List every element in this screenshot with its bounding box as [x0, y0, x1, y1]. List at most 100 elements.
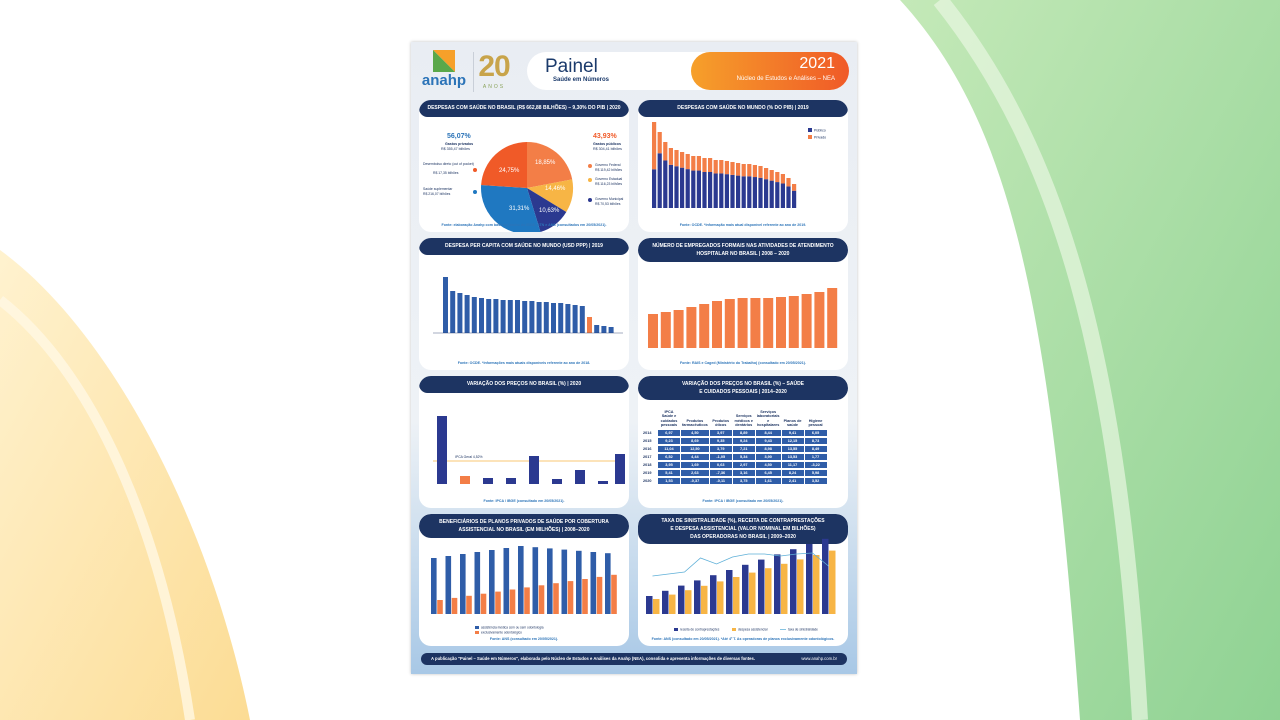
bar-private [747, 164, 752, 177]
panel-source: Fonte: OCDE. *Informações mais atuais di… [457, 361, 591, 365]
bar-private [713, 160, 718, 174]
bar-receita [806, 544, 813, 614]
bar-employees [776, 297, 786, 348]
bars [437, 416, 625, 484]
bar-medica [503, 548, 510, 614]
bar-odonto [480, 593, 487, 614]
header-banner: Painel Saúde em Números 2021 Núcleo de E… [527, 52, 849, 90]
bar-per-capita [579, 306, 585, 333]
table-year: 2015 [643, 438, 652, 443]
svg-text:14,46%: 14,46% [545, 186, 566, 192]
bar-odonto [611, 574, 617, 614]
bar-private [652, 122, 657, 170]
bar-despesa [669, 594, 676, 614]
bar-medica [590, 552, 597, 614]
private-value: R$ 355,47 bilhões [441, 147, 470, 151]
bar-odonto [451, 597, 458, 614]
bar-employees [724, 299, 735, 348]
table-cell: 3,95 [658, 461, 680, 468]
table-cell: 12,50 [681, 445, 709, 452]
panel-title: DESPESAS COM SAÚDE NO BRASIL (R$ 662,88 … [419, 100, 629, 117]
legend-suplementar-value: R$ 216,07 bilhões [423, 192, 451, 196]
public-pct: 43,93% [593, 133, 618, 140]
table-row: 2018 3,95 1,69 0,63 2,97 4,50 11,17 -3,22 [643, 461, 827, 468]
bar-employees [699, 304, 710, 348]
table-header: Produtos óticos [712, 418, 730, 428]
bar-odonto [596, 576, 603, 614]
table-cell: 3,52 [804, 477, 827, 484]
panel-beneficiarios: BENEFICIÁRIOS DE PLANOS PRIVADOS DE SAÚD… [419, 514, 629, 646]
bar-employees [737, 298, 748, 348]
bar-private [769, 170, 774, 181]
table-cell: 3,90 [755, 453, 781, 460]
table-cell: 4,50 [681, 429, 709, 436]
bar-price-variation [552, 479, 562, 484]
table-year: 2020 [643, 478, 652, 483]
footer-bar: A publicação "Painel – Saúde em Números"… [421, 653, 847, 665]
bar-price-variation [598, 481, 608, 484]
table-cell: 1,53 [658, 477, 680, 484]
table-cell: 9,35 [709, 437, 732, 444]
legend-municipal-label: Governo Municipal [595, 197, 624, 201]
table-cell: 2,41 [781, 477, 804, 484]
bar-despesa [733, 577, 740, 614]
bar-public [652, 169, 657, 208]
table-cell: 13,55 [781, 445, 804, 452]
legend-odonto: exclusivamente odontológico [481, 631, 522, 635]
panel-despesas-brasil: DESPESAS COM SAÚDE NO BRASIL (R$ 662,88 … [419, 100, 629, 232]
table-cell: 6,05 [804, 429, 827, 436]
bar-receita [678, 585, 685, 614]
legend-municipal-swatch [588, 198, 592, 202]
table-cell: 8,89 [732, 429, 755, 436]
logo-text: anahp [421, 72, 467, 89]
bar-public [775, 182, 780, 208]
bar-per-capita [565, 304, 571, 333]
bar-despesa [797, 559, 804, 614]
table-cell: -7,36 [709, 469, 732, 476]
bar-per-capita [450, 291, 456, 333]
table-cell: 13,53 [781, 453, 804, 460]
table-header: Serviços médicos e dentários [734, 414, 754, 428]
panel-source: Fonte: IPCA / IBGE (consultado em 20/05/… [702, 499, 784, 503]
legend-federal-label: Governo Federal [595, 163, 621, 167]
table-row: 2019 5,41 2,63 -7,36 3,16 6,45 8,24 5,98 [643, 469, 827, 476]
bars [646, 538, 836, 614]
table-cell: 9,41 [781, 429, 804, 436]
bar-receita [662, 590, 669, 614]
bar-price-variation [506, 478, 516, 484]
footer-url[interactable]: www.anahp.com.br [801, 656, 837, 661]
bar-medica [431, 558, 437, 614]
bar-medica [474, 552, 481, 614]
bar-despesa [829, 550, 836, 614]
table-cell: 8,98 [755, 445, 781, 452]
table-cell: 2,97 [732, 461, 755, 468]
bar-private [691, 156, 696, 171]
legend-oop-swatch [473, 168, 477, 172]
bar-odonto [509, 589, 516, 614]
bar-private [685, 154, 690, 170]
bar-public [792, 190, 797, 208]
legend-oop-value: R$ 17,35 bilhões [433, 171, 459, 175]
bar-employees [686, 307, 697, 348]
table-cell: 7,21 [732, 445, 755, 452]
table-cell: 3,75 [732, 477, 755, 484]
bar-employees [827, 288, 838, 348]
table-row: 2017 6,52 4,44 -1,05 5,34 3,90 13,53 1,77 [643, 453, 827, 460]
panel-title: NÚMERO DE EMPREGADOS FORMAIS NAS ATIVIDA… [638, 238, 848, 262]
bar-odonto [567, 581, 574, 614]
bar-odonto [538, 585, 545, 614]
panel-tabela-saude: VARIAÇÃO DOS PREÇOS NO BRASIL (%) – SAÚD… [638, 376, 848, 508]
bar-per-capita [457, 293, 463, 333]
panel-source: Fonte: OCDE. *Informação mais atual disp… [679, 223, 807, 227]
bar-private [657, 132, 662, 154]
bar-employees [673, 310, 684, 348]
legend-estadual-label: Governo Estadual [595, 177, 622, 181]
panel-source: Fonte: IPCA / IBGE (consultado em 20/05/… [483, 499, 565, 503]
svg-text:10,63%: 10,63% [539, 208, 560, 214]
slice-oop [481, 142, 527, 188]
anahp-logo: anahp [421, 50, 467, 94]
bar-receita [646, 596, 653, 614]
bar-private [674, 150, 679, 167]
table-cell: 8,73 [804, 437, 827, 444]
bar-odonto [553, 583, 559, 614]
